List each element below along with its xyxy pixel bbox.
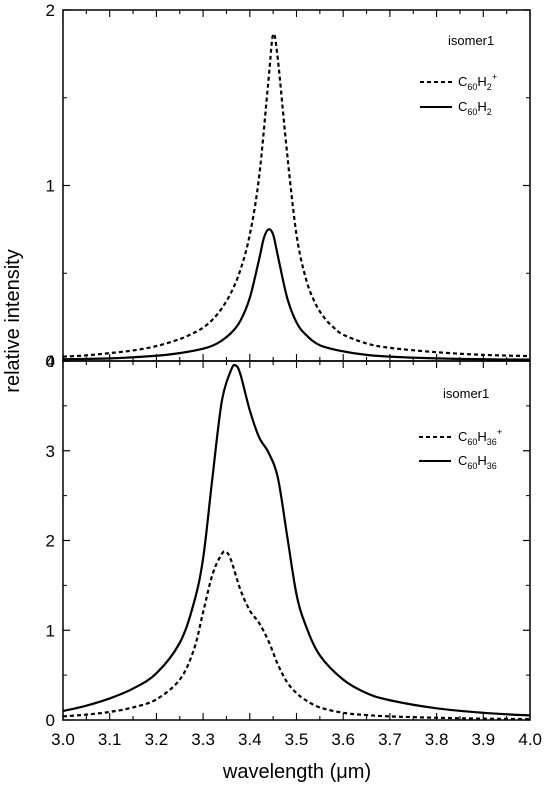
- y-tick-label: 2: [46, 1, 55, 20]
- bottom-series-dashed-line: [62, 550, 531, 721]
- y-tick-label: 1: [46, 621, 55, 640]
- y-axis-title: relative intensity: [2, 249, 24, 392]
- y-tick-label: 4: [46, 352, 55, 371]
- y-tick-label: 0: [46, 711, 55, 730]
- top-series-dashed-line: [62, 32, 531, 358]
- bottom-series-solid-line: [62, 363, 531, 717]
- legend-label-c60h36: C60H36: [458, 453, 497, 471]
- top-panel-series: [62, 32, 531, 361]
- bottom-panel-series: [62, 363, 531, 721]
- bottom-panel-ticks: 0 1 2 3 4 3.0 3.1 3.2 3.3 3.4 3.5 3.6 3.7 3.8 3.9 4.0: [46, 352, 542, 749]
- x-tick-label: 3.3: [191, 730, 215, 749]
- x-tick-label: 3.6: [331, 730, 355, 749]
- x-tick-label: 4.0: [518, 730, 542, 749]
- x-tick-label: 3.9: [471, 730, 495, 749]
- y-tick-label: 2: [46, 532, 55, 551]
- top-panel-legend: C60H2+ C60H2: [420, 72, 497, 117]
- legend-label-c60h2-cation: C60H2+: [458, 72, 497, 92]
- x-tick-label: 3.1: [98, 730, 122, 749]
- y-tick-label: 3: [46, 442, 55, 461]
- y-tick-label: 1: [46, 177, 55, 196]
- x-tick-label: 3.5: [285, 730, 309, 749]
- x-tick-label: 3.4: [238, 730, 262, 749]
- x-axis-title: wavelength (μm): [222, 761, 371, 783]
- x-tick-label: 3.0: [51, 730, 75, 749]
- bottom-panel-frame: [62, 360, 531, 721]
- x-tick-label: 3.7: [378, 730, 402, 749]
- bottom-panel-legend: C60H36+ C60H36: [419, 427, 502, 471]
- bottom-panel-annotation: isomer1: [443, 386, 489, 401]
- top-series-solid-line: [62, 228, 531, 361]
- legend-label-c60h2: C60H2: [458, 99, 492, 117]
- x-tick-label: 3.2: [145, 730, 169, 749]
- x-tick-label: 3.8: [425, 730, 449, 749]
- top-panel-annotation: isomer1: [448, 33, 494, 48]
- top-panel-frame: [62, 9, 531, 362]
- legend-label-c60h36-cation: C60H36+: [458, 427, 502, 447]
- top-panel-ticks: 0 1 2: [46, 1, 531, 371]
- y-tick-label: 0: [46, 352, 55, 371]
